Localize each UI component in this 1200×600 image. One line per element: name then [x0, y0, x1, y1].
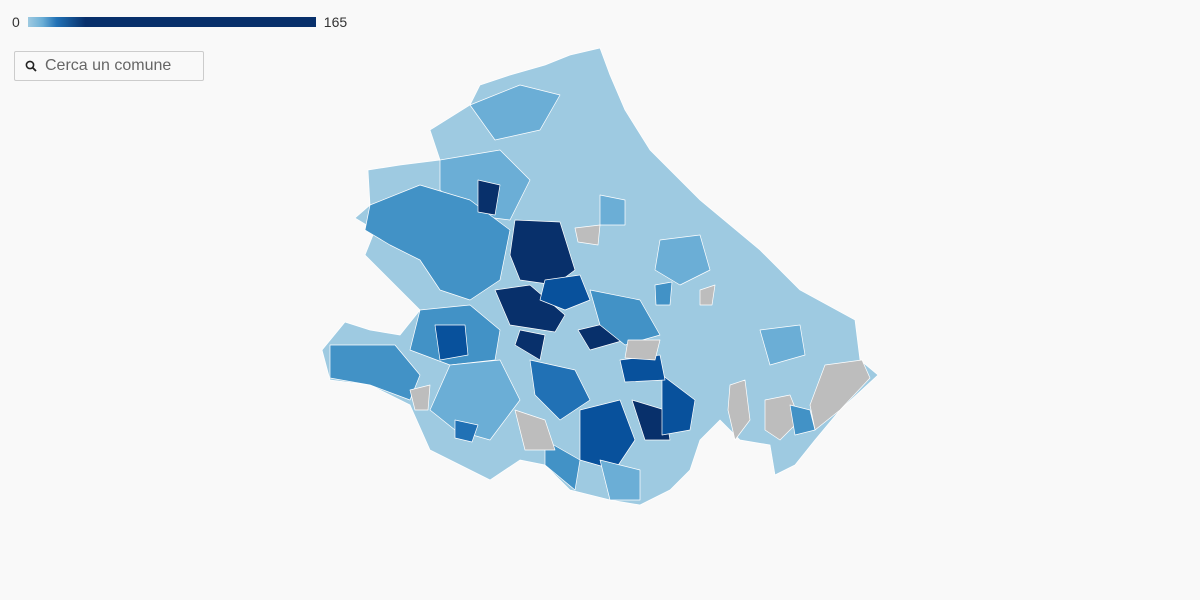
region — [321, 47, 879, 506]
area — [544, 439, 581, 491]
area — [654, 281, 673, 306]
area — [329, 344, 421, 401]
search-box[interactable]: Cerca un comune — [14, 51, 204, 81]
area — [579, 399, 636, 471]
search-placeholder: Cerca un comune — [45, 57, 172, 74]
search-icon — [25, 60, 37, 72]
area — [364, 184, 511, 301]
legend-max: 165 — [323, 14, 348, 30]
area — [727, 379, 751, 441]
area — [434, 324, 469, 361]
area — [469, 84, 561, 141]
area — [599, 194, 626, 226]
legend-gradient — [27, 17, 316, 27]
area — [699, 284, 716, 306]
area — [661, 374, 696, 436]
area — [529, 359, 591, 421]
area — [654, 234, 711, 286]
legend: 0 165 — [12, 13, 347, 31]
area — [514, 409, 556, 451]
area — [477, 179, 501, 216]
area — [809, 359, 871, 431]
area — [539, 274, 591, 311]
area — [574, 224, 601, 246]
area — [789, 404, 816, 436]
area — [599, 459, 641, 501]
area — [409, 384, 431, 411]
area — [494, 284, 566, 333]
area — [759, 324, 806, 366]
area — [429, 359, 521, 441]
area — [631, 399, 671, 441]
legend-min: 0 — [12, 14, 20, 30]
area — [624, 339, 661, 361]
area — [514, 329, 546, 361]
area — [454, 419, 479, 443]
